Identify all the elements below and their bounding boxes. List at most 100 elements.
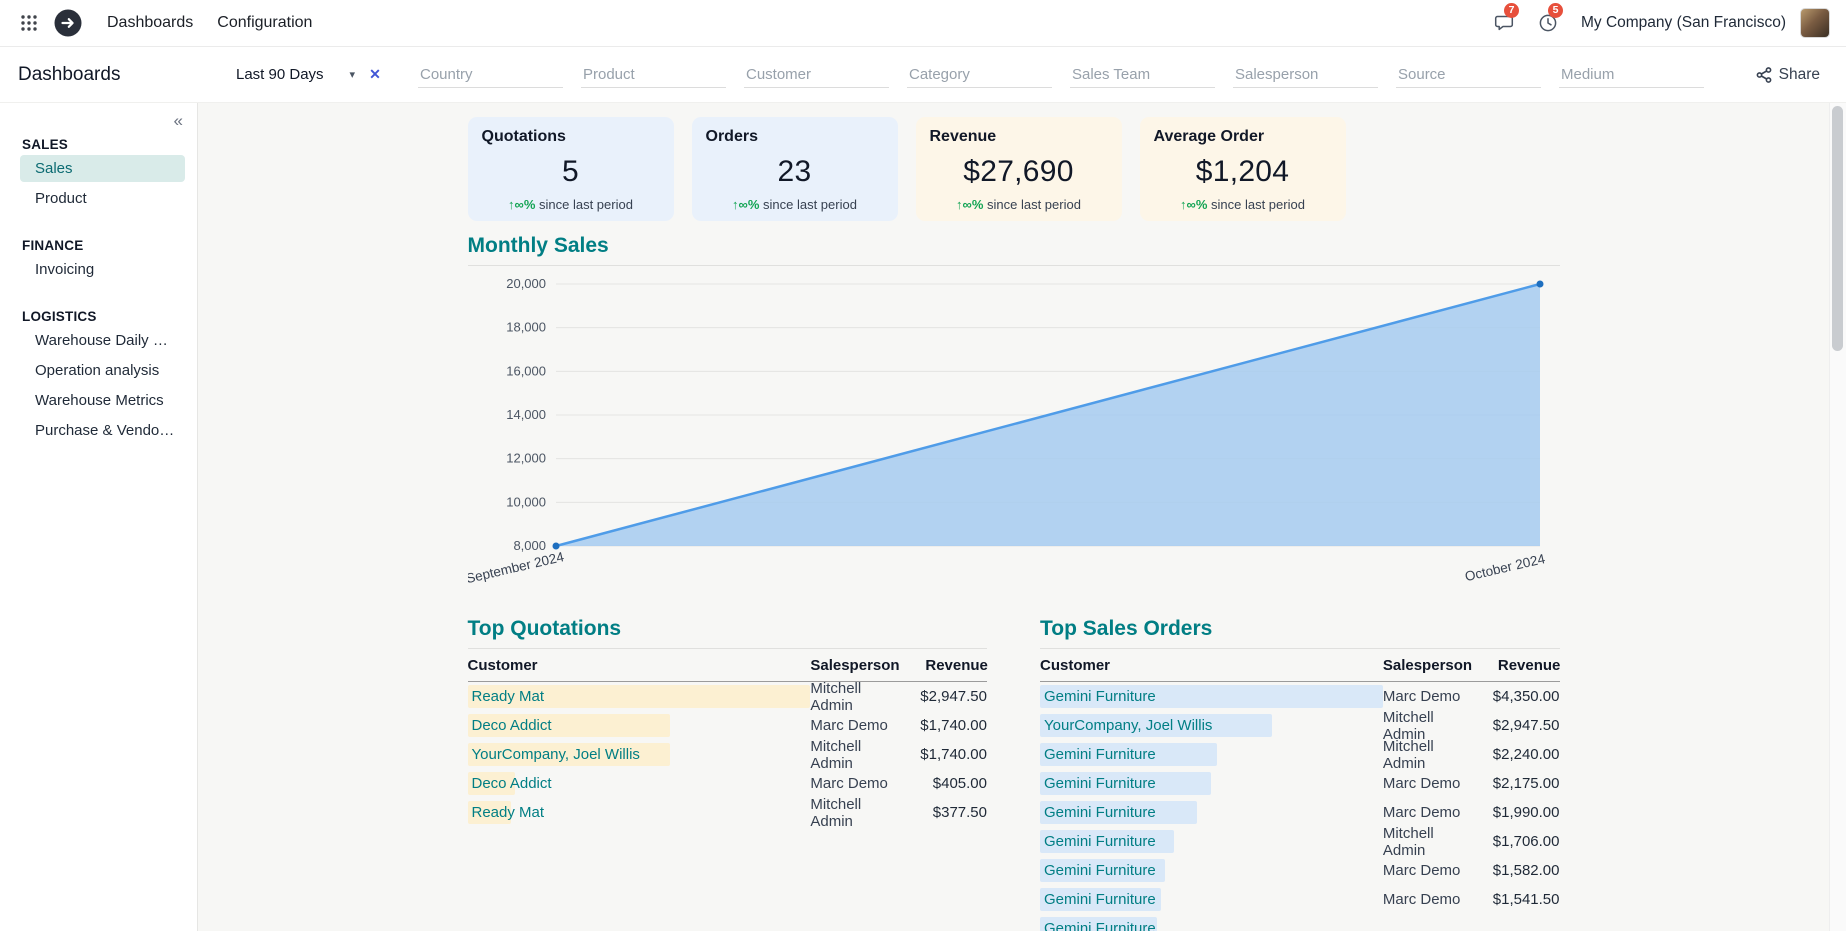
column-header-revenue: Revenue <box>1497 657 1561 674</box>
customer-link[interactable]: Gemini Furniture <box>1044 862 1156 879</box>
salesperson-cell: Marc Demo <box>810 717 888 734</box>
column-header-salesperson: Salesperson <box>810 657 900 674</box>
customer-cell: YourCompany, Joel Willis <box>467 740 811 769</box>
sidebar-item-invoicing[interactable]: Invoicing <box>35 261 95 278</box>
filter-input-sales-team[interactable] <box>1070 61 1215 88</box>
revenue-cell: $2,947.50 <box>1492 717 1560 734</box>
sidebar-item-warehouse-daily[interactable]: Warehouse Daily … <box>35 332 168 349</box>
salesperson-cell: Mitchell Admin <box>1382 708 1434 743</box>
sidebar: « SALES Sales Product FINANCE Invoicing LOGIS… <box>0 103 198 931</box>
control-panel: Dashboards Last 90 Days ▾ ✕ Share <box>0 47 1846 103</box>
customer-link[interactable]: Gemini Furniture <box>1044 891 1156 908</box>
filter-input-product[interactable] <box>581 61 726 88</box>
apps-grid-icon[interactable] <box>16 10 42 36</box>
kpi-label: Revenue <box>929 128 997 145</box>
dashboards-app-icon[interactable] <box>54 9 82 37</box>
clock-icon <box>1539 14 1557 32</box>
revenue-cell: $1,706.00 <box>1492 833 1560 850</box>
customer-link[interactable]: Gemini Furniture <box>1044 746 1156 763</box>
customer-link[interactable]: Gemini Furniture <box>1044 920 1156 931</box>
clear-filter-icon[interactable]: ✕ <box>369 66 381 82</box>
kpi-label: Orders <box>705 128 758 145</box>
customer-link[interactable]: Gemini Furniture <box>1044 804 1156 821</box>
global-filters <box>418 61 1704 88</box>
tables-row: Top Quotations Customer Salesperson Revenu… <box>467 616 1560 931</box>
date-filter-facet[interactable]: Last 90 Days ▾ ✕ <box>236 66 396 83</box>
main-content: Quotations 5 ↑∞% since last period Orders 23… <box>198 103 1846 931</box>
customer-cell: Gemini Furniture <box>1040 682 1383 711</box>
customer-link[interactable]: Gemini Furniture <box>1044 833 1156 850</box>
customer-cell: Gemini Furniture <box>1040 798 1383 827</box>
trend-up-icon: ↑ <box>508 197 515 212</box>
table-row: YourCompany, Joel Willis Mitchell Admin $1… <box>467 738 987 772</box>
revenue-cell: $2,240.00 <box>1492 746 1560 763</box>
salesperson-cell: Marc Demo <box>1382 688 1461 705</box>
revenue-cell: $1,541.50 <box>1492 891 1560 908</box>
salesperson-cell: Marc Demo <box>1382 775 1461 792</box>
column-header-revenue: Revenue <box>925 657 988 674</box>
share-icon <box>1756 66 1772 83</box>
table-header: Customer Salesperson Revenue <box>1040 649 1560 682</box>
table-title: Top Sales Orders <box>1040 616 1560 649</box>
kpi-value: 5 <box>562 154 579 188</box>
customer-link[interactable]: Gemini Furniture <box>1044 775 1156 792</box>
salesperson-cell: Mitchell Admin <box>1382 824 1434 859</box>
messages-button[interactable]: 7 <box>1491 3 1519 36</box>
table-title: Top Quotations <box>467 616 987 649</box>
chevron-down-icon[interactable]: ▾ <box>349 69 356 81</box>
customer-link[interactable]: YourCompany, Joel Willis <box>1044 717 1213 734</box>
sidebar-item-purchase-vendo[interactable]: Purchase & Vendo… <box>35 422 175 439</box>
sidebar-item-operation-analysis[interactable]: Operation analysis <box>35 362 160 379</box>
menu-configuration[interactable]: Configuration <box>217 14 313 31</box>
sidebar-item-warehouse-metrics[interactable]: Warehouse Metrics <box>35 392 164 409</box>
data-bar <box>1040 743 1217 766</box>
kpi-delta-value: ∞% <box>1186 197 1208 212</box>
salesperson-cell: Marc Demo <box>1382 862 1461 879</box>
revenue-cell: $1,740.00 <box>920 717 987 734</box>
table-row: YourCompany, Joel Willis Mitchell Admin $2… <box>1040 708 1560 743</box>
top-sales-orders-section: Top Sales Orders Customer Salesperson Reve… <box>1040 616 1560 931</box>
revenue-cell: $2,947.50 <box>920 688 987 705</box>
filter-input-customer[interactable] <box>744 61 889 88</box>
activities-button[interactable]: 5 <box>1535 3 1563 36</box>
vertical-scrollbar[interactable] <box>1829 103 1846 931</box>
data-bar <box>1040 830 1175 853</box>
menu-dashboards[interactable]: Dashboards <box>107 14 194 31</box>
svg-text:10,000: 10,000 <box>506 494 546 509</box>
sidebar-collapse-button[interactable]: « <box>173 111 183 130</box>
navbar-menus: Dashboards Configuration <box>107 14 312 32</box>
filter-input-medium[interactable] <box>1559 61 1704 88</box>
arrow-circle-icon <box>54 9 82 37</box>
column-header-customer: Customer <box>467 657 538 674</box>
customer-link[interactable]: Ready Mat <box>471 688 545 705</box>
filter-input-source[interactable] <box>1396 61 1541 88</box>
data-bar <box>467 714 670 737</box>
top-navbar: Dashboards Configuration 7 5 My Company (… <box>0 0 1846 47</box>
table-row: Ready Mat Mitchell Admin $2,947.50 <box>467 680 987 714</box>
scrollbar-thumb[interactable] <box>1832 106 1843 351</box>
revenue-cell: $405.00 <box>932 775 987 792</box>
kpi-row: Quotations 5 ↑∞% since last period Orders 23… <box>467 117 1560 221</box>
customer-link[interactable]: Gemini Furniture <box>1044 688 1156 705</box>
trend-up-icon: ↑ <box>1180 197 1187 212</box>
filter-input-category[interactable] <box>907 61 1052 88</box>
filter-input-salesperson[interactable] <box>1233 61 1378 88</box>
data-bar <box>1040 714 1273 737</box>
share-button[interactable]: Share <box>1756 66 1820 84</box>
filter-input-country[interactable] <box>418 61 563 88</box>
customer-link[interactable]: Deco Addict <box>471 717 552 734</box>
sidebar-item-product[interactable]: Product <box>35 190 87 207</box>
data-bar <box>467 743 670 766</box>
company-switcher[interactable]: My Company (San Francisco) <box>1580 14 1786 31</box>
sidebar-item-sales[interactable]: Sales <box>20 155 185 182</box>
customer-link[interactable]: Ready Mat <box>471 804 545 821</box>
salesperson-cell: Mitchell Admin <box>1382 737 1434 772</box>
trend-up-icon: ↑ <box>732 197 739 212</box>
table-row: Gemini Furniture Marc Demo $1,541.50 <box>1040 885 1560 914</box>
svg-text:September 2024: September 2024 <box>468 549 566 584</box>
customer-cell: Gemini Furniture <box>1040 740 1383 769</box>
customer-link[interactable]: YourCompany, Joel Willis <box>471 746 640 763</box>
user-avatar[interactable] <box>1800 8 1830 38</box>
customer-link[interactable]: Deco Addict <box>471 775 552 792</box>
data-bar <box>467 685 811 708</box>
